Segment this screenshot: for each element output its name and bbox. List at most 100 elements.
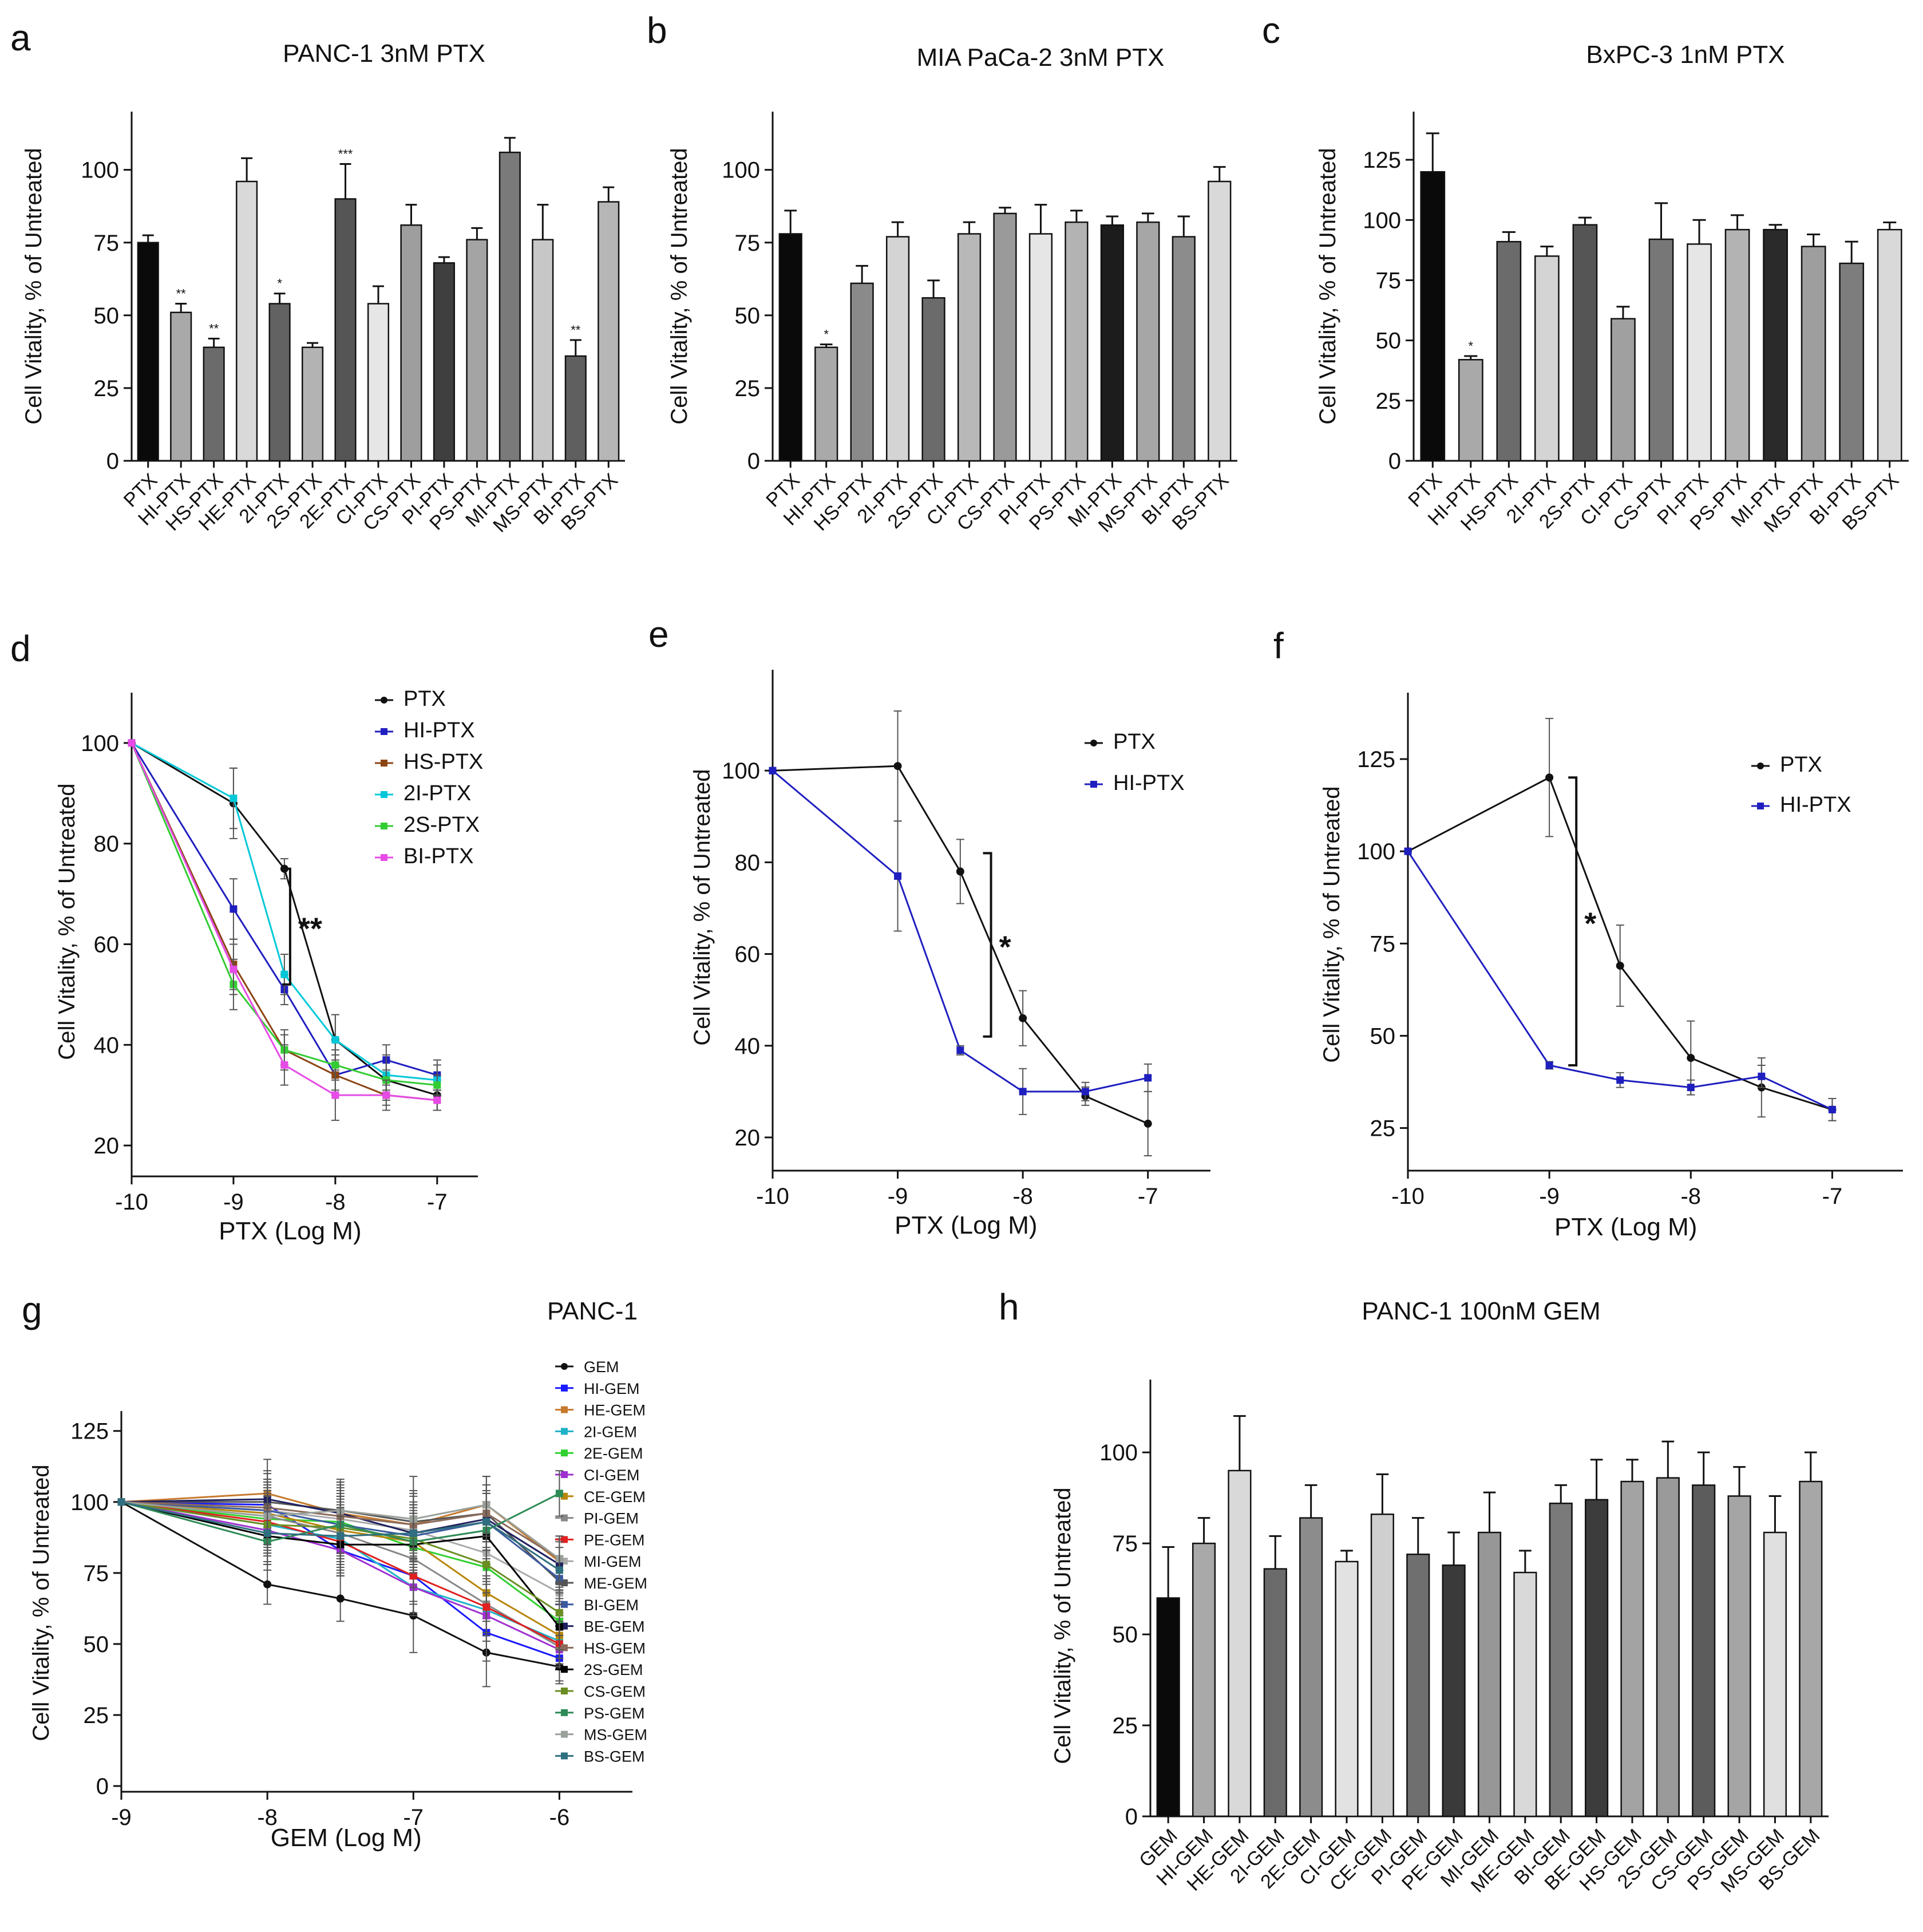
- legend-marker: [1090, 781, 1097, 788]
- significance-marker: *: [824, 327, 829, 342]
- data-point: [117, 1498, 125, 1506]
- y-tick-label: 25: [1376, 389, 1402, 414]
- bar-2s-ptx: [1572, 224, 1598, 462]
- legend-label: CS-GEM: [584, 1683, 646, 1700]
- y-tick-label: 60: [94, 932, 120, 957]
- bar-cs-gem: [1692, 1484, 1716, 1818]
- x-tick-label: -9: [1539, 1184, 1560, 1209]
- y-tick-label: 100: [81, 731, 119, 756]
- chart-title: PANC-1 100nM GEM: [1362, 1297, 1600, 1325]
- panel-letter: a: [10, 17, 31, 58]
- series-line-ms-gem: [121, 1501, 560, 1560]
- data-point: [956, 1046, 964, 1054]
- legend-label: 2E-GEM: [584, 1445, 643, 1462]
- bar-ps-gem: [1727, 1495, 1751, 1818]
- legend-label: PTX: [1780, 753, 1822, 777]
- legend-marker: [561, 1601, 568, 1608]
- data-point: [555, 1490, 563, 1498]
- data-point: [331, 1091, 339, 1099]
- bar-ptx: [778, 233, 802, 462]
- panel-g: g PANC-1 Cell Vitality, % of Untreated 0 25 5…: [22, 1289, 647, 1852]
- data-point: [280, 970, 288, 978]
- data-point: [1019, 1088, 1027, 1096]
- x-tick-label: -8: [257, 1805, 278, 1830]
- bar-hi-ptx: [1458, 359, 1483, 462]
- legend-label: CE-GEM: [584, 1488, 646, 1506]
- series-line-gem: [121, 1501, 560, 1668]
- data-point: [337, 1532, 345, 1540]
- x-tick-label: -7: [403, 1805, 424, 1830]
- bar-ms-ptx: [532, 239, 554, 462]
- y-tick-label: 125: [1363, 148, 1401, 173]
- panel-letter: c: [1262, 10, 1280, 51]
- bar-mi-ptx: [498, 151, 521, 462]
- y-tick-label: 80: [94, 832, 120, 857]
- y-tick-label: 0: [1388, 449, 1401, 474]
- y-tick-label: 50: [1370, 1024, 1396, 1049]
- bar-hi-ptx: [814, 346, 838, 462]
- data-point: [1081, 1088, 1089, 1096]
- legend-marker: [561, 1752, 568, 1760]
- series-line-2i-ptx: [131, 742, 437, 1081]
- y-tick-label: 25: [84, 1703, 109, 1728]
- data-point: [482, 1518, 490, 1526]
- x-tick-label: -10: [1391, 1184, 1425, 1209]
- significance-marker: **: [571, 323, 581, 337]
- bar-pi-gem: [1406, 1553, 1430, 1818]
- chart-title: MIA PaCa-2 3nM PTX: [917, 44, 1165, 72]
- bar-ci-ptx: [1611, 318, 1636, 462]
- series-line-be-gem: [121, 1498, 560, 1566]
- data-point: [409, 1529, 417, 1537]
- legend-marker: [1757, 762, 1764, 769]
- legend-label: HS-PTX: [403, 750, 483, 774]
- legend-label: MI-GEM: [584, 1553, 642, 1570]
- y-tick-label: 50: [84, 1632, 109, 1657]
- x-tick-label: -6: [549, 1805, 570, 1830]
- significance-marker: *: [1469, 339, 1474, 353]
- y-tick-label: 25: [1370, 1116, 1396, 1141]
- series-line-pe-gem: [121, 1501, 560, 1645]
- y-axis-label: Cell Vitality, % of Untreated: [29, 1464, 54, 1741]
- bar-hs-ptx: [203, 346, 225, 462]
- y-tick-label: 50: [1113, 1622, 1138, 1647]
- bar-pe-gem: [1442, 1564, 1466, 1818]
- legend-label: BI-GEM: [584, 1597, 639, 1614]
- series-line-2s-gem: [121, 1501, 560, 1628]
- series-line-hi-ptx: [130, 742, 438, 1076]
- data-point: [280, 1061, 288, 1069]
- data-point: [331, 1061, 339, 1069]
- bar-2i-gem: [1263, 1568, 1287, 1818]
- data-point: [1828, 1105, 1836, 1113]
- bar-bs-ptx: [1208, 180, 1232, 462]
- legend-marker: [381, 728, 387, 735]
- series-line-bs-gem: [121, 1501, 560, 1571]
- legend-marker: [561, 1688, 568, 1694]
- y-tick-label: 100: [1099, 1440, 1138, 1465]
- y-tick-label: 25: [735, 376, 761, 401]
- bar-ci-ptx: [367, 303, 390, 462]
- bar-hs-gem: [1620, 1480, 1644, 1818]
- bar-pi-ptx: [1687, 243, 1712, 462]
- series-line-2s-ptx: [130, 742, 437, 1086]
- x-tick-label: -10: [115, 1190, 148, 1215]
- y-tick-label: 75: [1370, 931, 1396, 957]
- panel-letter: d: [10, 628, 31, 669]
- panel-d: d Cell Vitality, % of Untreated 20 40 60 80 10…: [10, 628, 483, 1245]
- data-point: [1144, 1074, 1152, 1082]
- data-point: [1616, 1076, 1624, 1084]
- bar-gem: [1156, 1597, 1180, 1818]
- data-point: [482, 1560, 490, 1568]
- legend-label: 2S-GEM: [584, 1661, 643, 1678]
- series-line-ptx: [131, 742, 438, 1096]
- chart-title: PANC-1: [547, 1297, 638, 1325]
- y-tick-label: 75: [1376, 268, 1402, 293]
- bar-bi-ptx: [1839, 262, 1865, 462]
- y-tick-label: 125: [70, 1419, 109, 1444]
- legend-marker: [561, 1406, 568, 1413]
- significance-marker: **: [209, 322, 219, 336]
- bar-ps-ptx: [466, 239, 488, 462]
- y-axis-label: Cell Vitality, % of Untreated: [1050, 1487, 1075, 1764]
- series-line-ps-gem: [121, 1492, 560, 1543]
- significance-marker: *: [277, 276, 282, 291]
- legend-marker: [561, 1384, 568, 1392]
